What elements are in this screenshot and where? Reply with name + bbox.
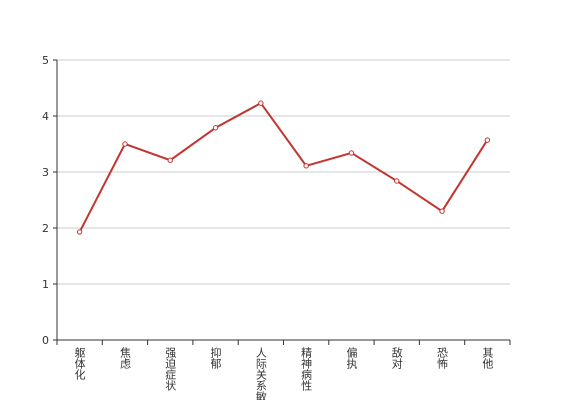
x-tick-label: 恐怖: [436, 347, 449, 369]
point: [348, 150, 355, 156]
point: [212, 125, 219, 131]
point: [303, 163, 309, 169]
x-tick-label: 强迫症状: [164, 347, 177, 391]
x-tick-label: 敌对: [390, 346, 403, 369]
x-tick-label: 其他: [481, 347, 494, 369]
x-tick-label: 躯体化: [73, 347, 86, 381]
point: [484, 137, 491, 143]
y-tick-label: 1: [42, 278, 49, 291]
y-tick-label: 0: [42, 334, 49, 347]
x-tick-label: 抑郁: [209, 346, 222, 369]
x-tick-label: 人际关系敏感: [254, 347, 267, 400]
point: [258, 100, 264, 106]
x-tick-label: 焦虑: [118, 347, 131, 369]
y-tick-label: 5: [42, 54, 49, 67]
point: [167, 157, 173, 163]
y-tick-label: 3: [42, 166, 49, 179]
x-tick-label: 偏执: [345, 346, 358, 370]
point: [76, 229, 83, 235]
y-tick-label: 2: [42, 222, 49, 235]
point: [122, 141, 128, 147]
point: [439, 208, 445, 214]
x-tick-label: 精神病性: [300, 347, 313, 392]
point: [394, 178, 400, 184]
y-tick-label: 4: [42, 110, 49, 123]
line: [78, 101, 489, 233]
